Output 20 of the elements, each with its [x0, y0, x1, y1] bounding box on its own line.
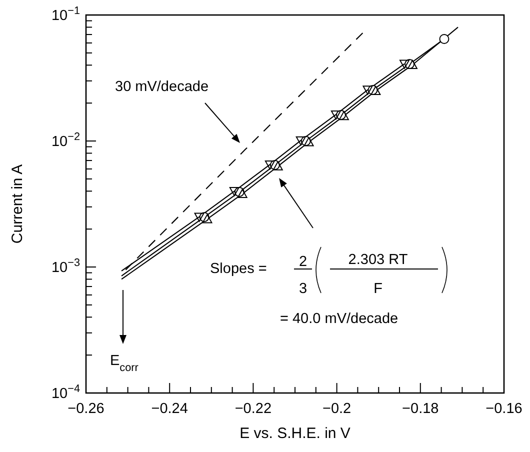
x-tick-label: −0.2 — [322, 401, 352, 417]
x-tick-label: −0.16 — [486, 401, 522, 417]
x-tick-label: −0.18 — [402, 401, 439, 417]
y-tick-label: 10$^{−4}$ — [51, 383, 80, 402]
annotation: 2.303 RT — [348, 252, 408, 268]
x-tick-label: −0.26 — [68, 401, 104, 417]
y-tick-label: 10$^{−1}$ — [51, 5, 80, 24]
annotation: 2 — [298, 254, 308, 270]
x-tick-label: −0.24 — [151, 401, 188, 417]
annotation: = 40.0 mV/decade — [280, 311, 398, 327]
annotation: 3 — [298, 281, 308, 297]
annotation: Slopes = — [210, 261, 267, 277]
annotation: E$_{corr}$ — [110, 353, 139, 374]
y-axis-title: Current in A — [9, 164, 26, 244]
y-tick-label: 10$^{−2}$ — [51, 131, 80, 150]
annotation: 30 mV/decade — [115, 79, 209, 95]
annotation: F — [374, 281, 383, 297]
y-tick-label: 10$^{−3}$ — [51, 257, 80, 276]
x-tick-label: −0.22 — [234, 401, 272, 417]
x-axis-title: E vs. S.H.E. in V — [240, 425, 350, 442]
